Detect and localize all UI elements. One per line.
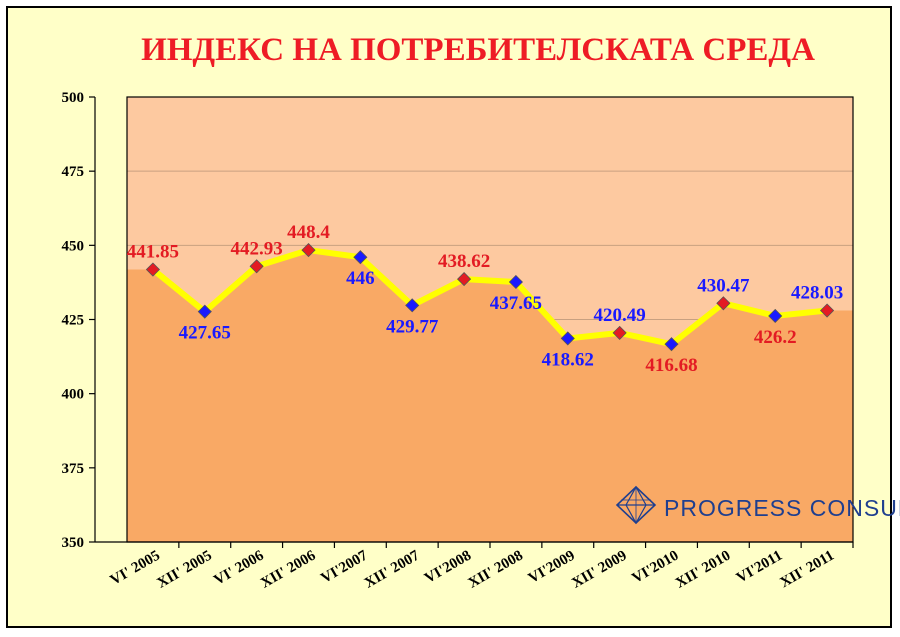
data-labels: 441.85427.65442.93448.4446429.77438.6243… — [127, 222, 843, 376]
data-label-11: 430.47 — [697, 275, 750, 296]
data-point-4 — [353, 250, 368, 265]
y-tick-label-3: 425 — [62, 313, 85, 329]
area-fill — [127, 250, 853, 542]
data-point-1 — [197, 304, 212, 319]
series-layer — [145, 243, 835, 352]
data-label-10: 416.68 — [645, 355, 697, 376]
y-tick-label-4: 450 — [62, 238, 85, 254]
data-label-0: 441.85 — [127, 242, 179, 263]
x-tick-label-5: XII' 2007 — [362, 547, 423, 591]
x-tick-label-1: XII' 2005 — [154, 548, 214, 592]
x-tick-label-6: VI'2008 — [422, 548, 474, 587]
progress-consult-logo: PROGRESS CONSULT — [615, 485, 900, 525]
y-tick-label-1: 375 — [62, 461, 85, 477]
y-tick-label-5: 475 — [62, 164, 85, 180]
logo-text: PROGRESS CONSULT — [664, 495, 900, 521]
x-tick-label-7: XII' 2008 — [466, 548, 526, 592]
x-tick-label-3: XII' 2006 — [258, 547, 319, 591]
data-point-11 — [716, 296, 731, 311]
data-point-8 — [560, 331, 575, 346]
data-point-7 — [508, 274, 523, 290]
data-label-6: 438.62 — [438, 251, 490, 272]
data-label-3: 448.4 — [287, 222, 330, 243]
data-point-5 — [405, 298, 420, 313]
data-label-13: 428.03 — [791, 283, 843, 304]
data-label-12: 426.2 — [754, 327, 797, 348]
y-tick-label-2: 400 — [62, 387, 85, 403]
area-layer — [127, 250, 853, 542]
chart-title: ИНДЕКС НА ПОТРЕБИТЕЛСКАТА СРЕДА — [141, 32, 815, 68]
x-tick-label-0: VI' 2005 — [108, 548, 163, 589]
y-axis-ticks: 350 375 400 425 450 475 500 — [62, 90, 95, 551]
data-label-5: 429.77 — [386, 316, 439, 337]
y-tick-label-0: 350 — [62, 535, 85, 551]
data-point-0 — [145, 262, 160, 277]
y-tick-label-6: 500 — [62, 90, 85, 106]
series-line — [149, 247, 831, 348]
data-label-8: 418.62 — [542, 349, 594, 370]
data-point-13 — [820, 303, 835, 318]
diamond-logo-icon — [615, 485, 657, 525]
data-point-3 — [301, 243, 316, 258]
x-tick-label-11: XII' 2010 — [673, 548, 733, 592]
data-point-10 — [664, 337, 679, 352]
x-tick-label-8: VI'2009 — [526, 548, 578, 587]
x-tick-label-2: VI' 2006 — [211, 547, 267, 588]
data-label-9: 420.49 — [594, 305, 646, 326]
x-tick-label-13: XII' 2011 — [777, 548, 837, 592]
data-label-4: 446 — [346, 268, 375, 289]
data-point-2 — [249, 259, 264, 274]
data-point-6 — [457, 272, 472, 287]
x-tick-label-12: VI'2011 — [734, 548, 785, 587]
data-label-1: 427.65 — [179, 323, 231, 344]
data-point-12 — [768, 308, 783, 324]
data-label-2: 442.93 — [231, 238, 283, 259]
data-label-7: 437.65 — [490, 293, 542, 314]
x-tick-label-9: XII' 2009 — [569, 548, 629, 592]
data-point-9 — [612, 325, 627, 340]
